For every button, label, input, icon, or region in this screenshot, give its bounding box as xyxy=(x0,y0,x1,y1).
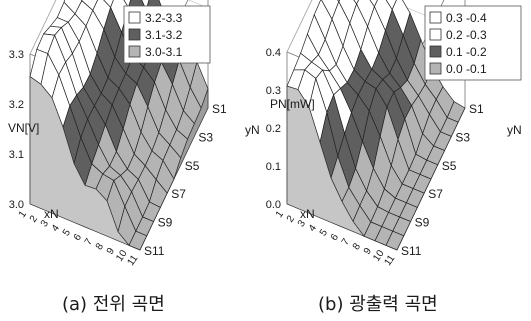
legend-entry: 0.1 -0.2 xyxy=(446,45,487,59)
caption-panel-a: (a) 전위 곡면 xyxy=(62,294,165,315)
x-tick-label: 6 xyxy=(72,232,84,243)
z-tick-label: 0.3 xyxy=(266,85,281,97)
z-axis-label: VN[V] xyxy=(8,121,39,135)
surface-panel-b: 0.00.10.20.30.41234567891011S1S3S5S7S9S1… xyxy=(266,0,522,268)
surface-panel-a: 3.03.13.23.31234567891011S1S3S5S7S9S11VN… xyxy=(8,0,260,268)
caption-panel-b: (b) 광출력 곡면 xyxy=(318,294,438,315)
x-tick-label: 7 xyxy=(340,236,352,247)
x-tick-label: 6 xyxy=(329,232,341,243)
x-tick-label: 1 xyxy=(17,209,29,220)
legend-a: 3.2-3.3 3.1-3.2 3.0-3.1 xyxy=(123,5,211,64)
x-tick-label: 8 xyxy=(351,241,363,252)
z-gridline xyxy=(286,0,313,53)
z-axis-label: PN[mW] xyxy=(270,97,315,111)
legend-swatch xyxy=(429,11,442,24)
x-axis-label: xN xyxy=(44,207,59,221)
legend-swatch xyxy=(128,45,141,58)
y-tick-label: S7 xyxy=(171,187,186,201)
legend-entry: 0.0 -0.1 xyxy=(446,62,487,76)
legend-entry: 0.3 -0.4 xyxy=(446,11,487,25)
y-tick-label: S3 xyxy=(455,130,470,144)
legend-swatch xyxy=(128,11,141,24)
x-tick-label: 8 xyxy=(94,241,106,252)
surface-side-wall xyxy=(286,85,398,251)
y-axis-label: yN xyxy=(245,123,260,137)
z-tick-label: 0.4 xyxy=(266,47,281,59)
legend-swatch xyxy=(429,28,442,41)
legend-swatch xyxy=(128,28,141,41)
z-gridline xyxy=(29,0,57,55)
x-tick-label: 9 xyxy=(362,246,374,257)
legend-entry: 3.1-3.2 xyxy=(145,28,183,42)
x-tick-label: 2 xyxy=(28,213,40,224)
y-tick-label: S9 xyxy=(415,216,430,230)
legend-swatch xyxy=(429,45,442,58)
z-tick-label: 3.3 xyxy=(9,49,24,61)
z-tick-label: 3.1 xyxy=(9,149,24,161)
y-tick-label: S5 xyxy=(185,159,200,173)
z-tick-label: 3.0 xyxy=(9,199,24,211)
x-tick-label: 1 xyxy=(274,209,286,220)
z-tick-label: 0.0 xyxy=(266,199,281,211)
y-tick-label: S11 xyxy=(144,244,165,258)
y-tick-label: S1 xyxy=(212,102,227,116)
y-tick-label: S3 xyxy=(198,130,213,144)
surface-side-wall xyxy=(139,88,209,251)
x-tick-label: 2 xyxy=(285,213,297,224)
legend-entry: 3.2-3.3 xyxy=(145,11,183,25)
legend-b: 0.3 -0.4 0.2 -0.3 0.1 -0.2 0.0 -0.1 xyxy=(424,5,522,81)
z-tick-label: 0.2 xyxy=(266,123,281,135)
x-tick-label: 4 xyxy=(50,223,62,234)
y-tick-label: S5 xyxy=(442,159,457,173)
y-tick-label: S1 xyxy=(469,102,484,116)
x-tick-label: 5 xyxy=(61,227,73,238)
x-tick-label: 5 xyxy=(318,227,330,238)
x-tick-label: 3 xyxy=(39,218,51,229)
y-axis-label: yN xyxy=(507,123,522,137)
y-tick-label: S9 xyxy=(158,216,173,230)
y-tick-label: S7 xyxy=(428,187,443,201)
x-tick-label: 4 xyxy=(307,223,319,234)
y-tick-label: S11 xyxy=(401,244,422,258)
legend-swatch xyxy=(429,62,442,75)
surface-mesh-b xyxy=(286,0,466,251)
surface-side-wall xyxy=(29,75,141,251)
z-tick-label: 3.2 xyxy=(9,99,24,111)
x-tick-label: 3 xyxy=(296,218,308,229)
x-tick-label: 7 xyxy=(83,236,95,247)
x-axis-label: xN xyxy=(300,207,315,221)
surface-side-wall xyxy=(396,107,466,251)
x-tick-label: 9 xyxy=(105,246,117,257)
legend-entry: 3.0-3.1 xyxy=(145,45,183,59)
z-tick-label: 0.1 xyxy=(266,161,281,173)
legend-entry: 0.2 -0.3 xyxy=(446,28,487,42)
